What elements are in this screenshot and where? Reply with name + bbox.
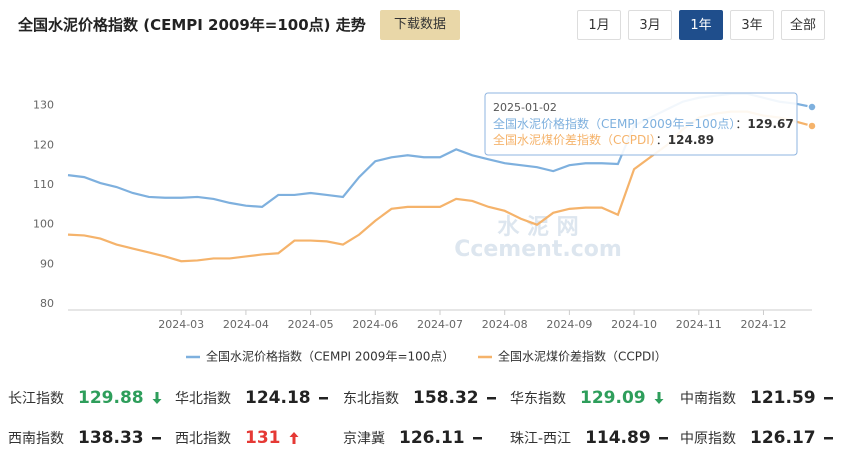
index-name: 中原指数 bbox=[680, 431, 736, 447]
x-tick-label: 2024-10 bbox=[611, 318, 657, 331]
hover-point bbox=[807, 102, 817, 112]
y-tick-label: 100 bbox=[33, 218, 54, 231]
index-item: 西北指数 131 bbox=[175, 418, 301, 458]
index-name: 中南指数 bbox=[680, 391, 736, 407]
trend-flat bbox=[823, 397, 833, 400]
hover-point bbox=[807, 121, 817, 131]
legend-label: 全国水泥煤价差指数（CCPDI） bbox=[498, 349, 667, 364]
tooltip-separator: ： bbox=[656, 133, 668, 147]
range-button[interactable]: 3月 bbox=[628, 10, 672, 40]
index-item: 长江指数 129.88 bbox=[8, 378, 164, 418]
x-tick-label: 2024-07 bbox=[417, 318, 463, 331]
index-value: 121.59 bbox=[750, 388, 816, 408]
x-tick-label: 2024-04 bbox=[223, 318, 269, 331]
y-tick-label: 130 bbox=[33, 99, 54, 112]
trend-flat bbox=[486, 397, 496, 400]
y-tick-label: 90 bbox=[40, 257, 54, 270]
index-name: 西南指数 bbox=[8, 431, 64, 447]
tooltip bbox=[484, 92, 798, 156]
trend-down bbox=[654, 392, 664, 404]
tooltip-value: 129.67 bbox=[747, 117, 793, 131]
watermark: 水 泥 网 bbox=[497, 215, 578, 240]
range-button[interactable]: 全部 bbox=[781, 10, 825, 40]
index-value: 129.09 bbox=[580, 388, 646, 408]
tooltip-value: 124.89 bbox=[668, 133, 714, 147]
index-name: 西北指数 bbox=[175, 431, 231, 447]
index-name: 京津冀 bbox=[343, 431, 385, 447]
trend-flat bbox=[472, 437, 482, 440]
trend-icon bbox=[472, 437, 482, 440]
trend-icon bbox=[658, 437, 668, 440]
trend-down bbox=[152, 392, 162, 404]
trend-flat bbox=[823, 437, 833, 440]
index-item: 中原指数 126.17 bbox=[680, 418, 836, 458]
index-value: 124.18 bbox=[245, 388, 311, 408]
trend-icon bbox=[289, 432, 298, 444]
index-item: 中南指数 121.59 bbox=[680, 378, 836, 418]
trend-flat bbox=[151, 437, 161, 440]
index-item: 西南指数 138.33 bbox=[8, 418, 164, 458]
index-item: 京津冀 126.11 bbox=[343, 418, 485, 458]
index-name: 华东指数 bbox=[510, 391, 566, 407]
trend-icon bbox=[486, 397, 496, 400]
y-tick-label: 110 bbox=[33, 178, 54, 191]
range-button[interactable]: 3年 bbox=[730, 10, 774, 40]
legend-label: 全国水泥价格指数（CEMPI 2009年=100点） bbox=[206, 349, 454, 364]
index-item: 华东指数 129.09 bbox=[510, 378, 666, 418]
range-button[interactable]: 1月 bbox=[577, 10, 621, 40]
x-tick-label: 2024-05 bbox=[288, 318, 334, 331]
trend-flat bbox=[318, 397, 328, 400]
tooltip-row: 全国水泥价格指数（CEMPI 2009年=100点）：129.67 bbox=[493, 116, 794, 131]
index-value: 126.11 bbox=[399, 428, 465, 448]
y-tick-label: 120 bbox=[33, 138, 54, 151]
download-button[interactable]: 下载数据 bbox=[380, 10, 460, 40]
tooltip-separator: ： bbox=[735, 117, 747, 131]
range-button[interactable]: 1年 bbox=[679, 10, 723, 40]
trend-up bbox=[289, 432, 298, 444]
index-value: 126.17 bbox=[750, 428, 816, 448]
x-tick-label: 2024-08 bbox=[482, 318, 528, 331]
trend-icon bbox=[152, 392, 162, 404]
trend-icon bbox=[151, 437, 161, 440]
x-tick-label: 2024-03 bbox=[158, 318, 204, 331]
tooltip-row: 全国水泥煤价差指数（CCPDI）：124.89 bbox=[493, 132, 714, 147]
index-value: 131 bbox=[245, 428, 281, 448]
index-value: 158.32 bbox=[413, 388, 479, 408]
index-name: 华北指数 bbox=[175, 391, 231, 407]
watermark: Ccement.com bbox=[454, 237, 622, 262]
trend-icon bbox=[654, 392, 664, 404]
tooltip-date: 2025-01-02 bbox=[493, 101, 557, 114]
x-tick-label: 2024-06 bbox=[352, 318, 398, 331]
y-tick-label: 80 bbox=[40, 297, 54, 310]
index-name: 东北指数 bbox=[343, 391, 399, 407]
page-title: 全国水泥价格指数 (CEMPI 2009年=100点) 走势 bbox=[18, 16, 366, 34]
x-tick-label: 2024-12 bbox=[740, 318, 786, 331]
index-item: 东北指数 158.32 bbox=[343, 378, 499, 418]
x-tick-label: 2024-09 bbox=[546, 318, 592, 331]
range-buttons: 1月 3月 1年 3年 全部 bbox=[577, 10, 825, 40]
trend-icon bbox=[823, 397, 833, 400]
tooltip-name: 全国水泥煤价差指数（CCPDI） bbox=[493, 132, 656, 147]
index-value: 129.88 bbox=[78, 388, 144, 408]
index-value: 138.33 bbox=[78, 428, 144, 448]
tooltip-name: 全国水泥价格指数（CEMPI 2009年=100点） bbox=[493, 116, 735, 131]
index-item: 华北指数 124.18 bbox=[175, 378, 331, 418]
index-name: 珠江-西江 bbox=[510, 431, 572, 447]
index-value: 114.89 bbox=[585, 428, 651, 448]
index-item: 珠江-西江 114.89 bbox=[510, 418, 671, 458]
index-name: 长江指数 bbox=[8, 391, 64, 407]
x-tick-label: 2024-11 bbox=[676, 318, 722, 331]
trend-flat bbox=[658, 437, 668, 440]
trend-icon bbox=[318, 397, 328, 400]
trend-icon bbox=[823, 437, 833, 440]
